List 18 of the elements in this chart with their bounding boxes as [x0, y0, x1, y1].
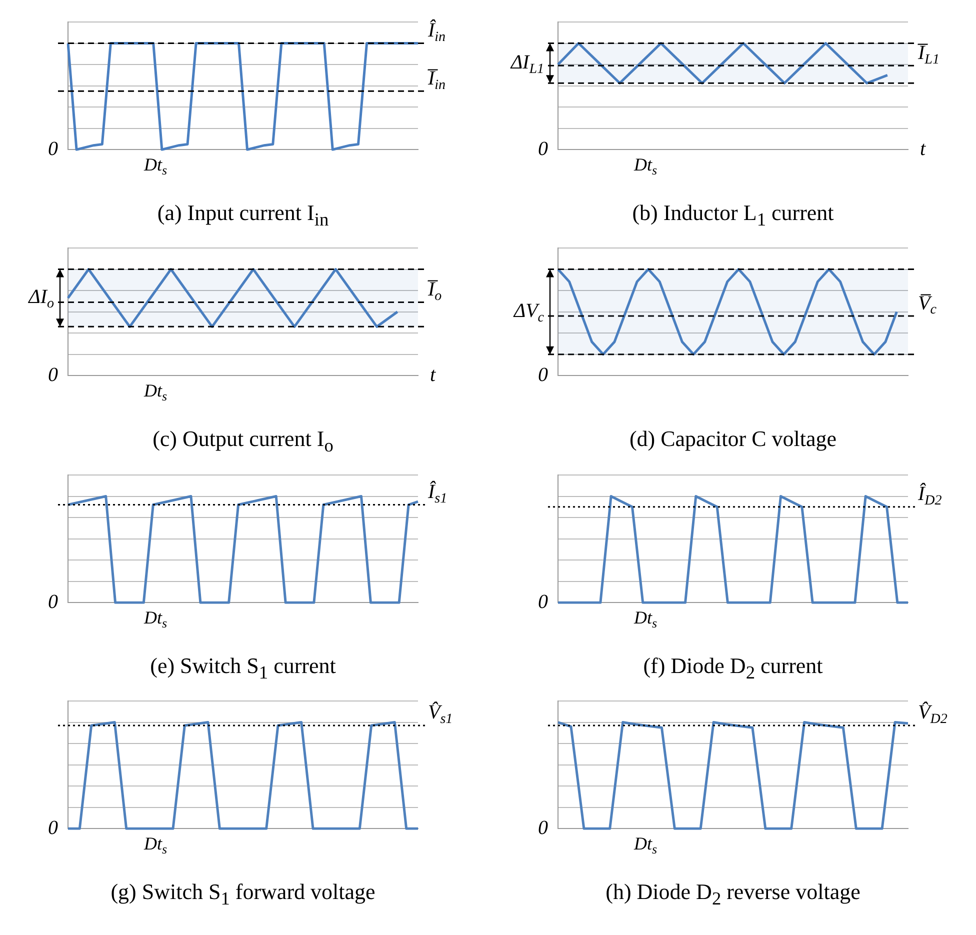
text: 0 [538, 817, 548, 840]
text: 0 [48, 138, 58, 160]
text: (c) Output current I$_{o}$ [152, 426, 334, 457]
text: (d) Capacitor C voltage [628, 426, 838, 452]
text: 0 [48, 817, 58, 840]
text: (a) Input current I$_{in}$ [156, 200, 330, 230]
text: 0 [538, 364, 548, 386]
text: 0 [48, 364, 58, 386]
text: (h) Diode D$_{2}$ reverse voltage [604, 879, 862, 910]
text: 0 [538, 138, 548, 160]
text: (b) Inductor L$_{1}$ current [631, 200, 835, 230]
text: 0 [538, 590, 548, 613]
x-axis-title: t [430, 364, 436, 386]
text: (e) Switch S$_{1}$ current [149, 652, 337, 684]
x-axis-title: t [920, 138, 926, 160]
text: (g) Switch S$_{1}$ forward voltage [110, 879, 376, 910]
text: 0 [48, 590, 58, 613]
text: (f) Diode D$_{2}$ current [642, 652, 824, 684]
